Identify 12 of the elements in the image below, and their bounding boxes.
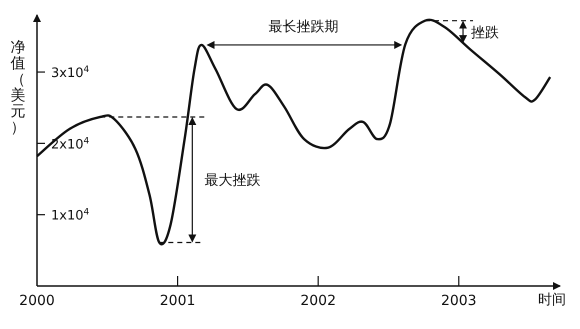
y-axis-title: 净值（美元） [10, 38, 26, 136]
x-tick-label: 2001 [160, 293, 196, 309]
x-tick-label: 2002 [300, 293, 336, 309]
x-tick-label: 2000 [19, 293, 55, 309]
x-tick-label: 2003 [440, 293, 477, 309]
annotation: 最长挫跌期 [268, 18, 338, 35]
y-tick-label: 1x10$^{4}$ [51, 208, 90, 224]
y-tick-label: 3x10$^{4}$ [51, 65, 90, 82]
x-axis-title: 时间 [538, 292, 566, 308]
annotation: 挫跌 [471, 24, 500, 41]
annotation: 最大挫跌 [204, 172, 260, 189]
y-tick-label: 2x10$^{4}$ [51, 136, 90, 152]
